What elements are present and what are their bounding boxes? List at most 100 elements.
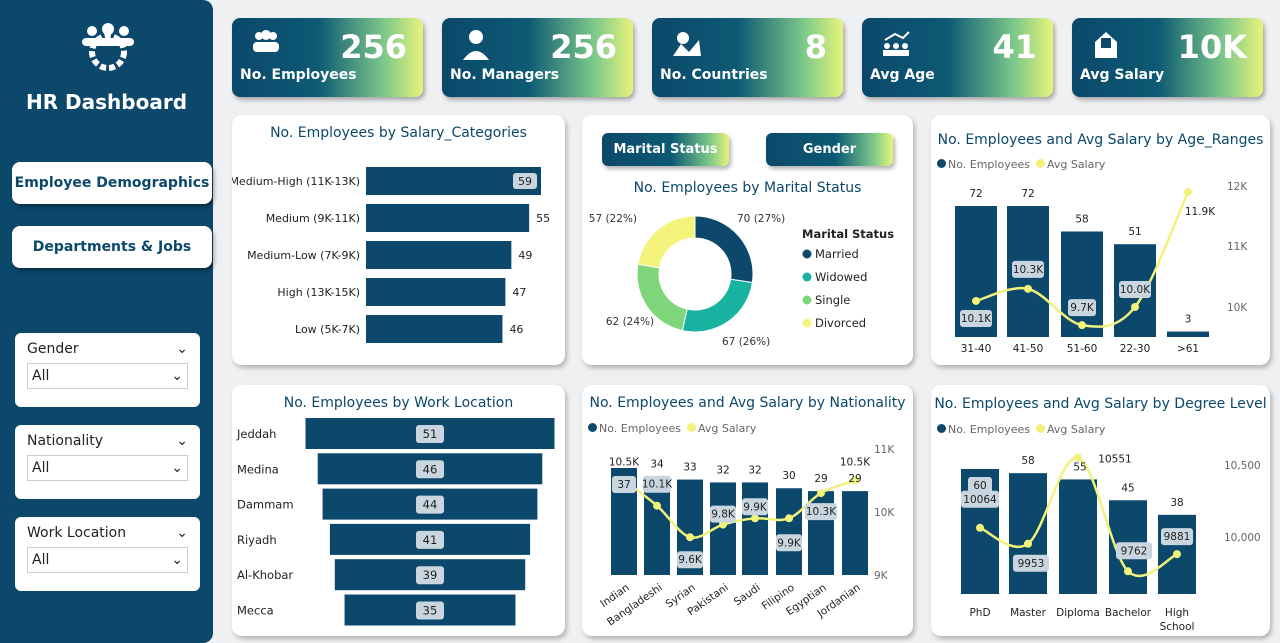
degree-level-chart: No. Employees and Avg Salary by Degree L…: [931, 385, 1270, 636]
legend: No. Employees Avg Salary: [937, 423, 1105, 436]
bar: [842, 491, 868, 575]
kpi-value: 256: [340, 28, 407, 66]
salary-label: 10551: [1098, 454, 1131, 466]
salary-point: [1024, 284, 1032, 293]
data-label: 39: [423, 568, 438, 582]
employee-label: 72: [1021, 188, 1034, 200]
legend-employees: No. Employees: [948, 158, 1030, 171]
chevron-down-icon[interactable]: ⌄: [176, 525, 188, 541]
kpi-value: 10K: [1177, 28, 1247, 66]
employee-label: 45: [1121, 482, 1134, 494]
legend-salary: Avg Salary: [1046, 423, 1106, 436]
kpi-label: Avg Salary: [1080, 67, 1165, 83]
category-label: Medium-Low (7K-9K): [247, 249, 360, 262]
employee-label: 34: [650, 459, 664, 471]
salary-label: 9.7K: [1070, 302, 1095, 314]
team-gear-icon: [82, 23, 134, 71]
legend-salary: Avg Salary: [697, 422, 757, 435]
legend-employees: No. Employees: [948, 423, 1030, 436]
filter-dropdown[interactable]: All ⌄: [27, 363, 188, 389]
age-growth-icon: [883, 31, 910, 56]
filter-nationality[interactable]: Nationality ⌄ All ⌄: [15, 425, 200, 499]
data-label-bg: [416, 566, 444, 585]
employee-label: 30: [782, 470, 795, 482]
kpi-value: 256: [550, 28, 617, 66]
employee-label: 72: [969, 188, 982, 200]
legend-salary: Avg Salary: [1046, 158, 1106, 171]
salary-point: [1184, 188, 1192, 197]
legend-item: Divorced: [815, 316, 866, 330]
data-label-bg: [513, 173, 537, 189]
salary-point: [1074, 453, 1082, 462]
data-label: 55: [536, 212, 550, 225]
nav-departments-jobs[interactable]: Departments & Jobs: [12, 226, 212, 268]
chevron-down-icon[interactable]: ⌄: [176, 341, 188, 357]
salary-label: 10.0K: [1120, 284, 1151, 296]
legend-dot: [802, 272, 812, 282]
category-label: Jeddah: [236, 427, 276, 441]
filter-dropdown[interactable]: All ⌄: [27, 547, 188, 573]
filter-label: Gender: [27, 341, 79, 357]
chart-title: No. Employees by Marital Status: [633, 180, 862, 196]
y-axis-tick: 12K: [1227, 181, 1248, 193]
category-label: Al-Khobar: [237, 568, 293, 582]
age-ranges-chart: No. Employees and Avg Salary by Age_Rang…: [931, 115, 1270, 365]
salary-label-bg: [1013, 554, 1049, 572]
kpi-label: Avg Age: [870, 67, 935, 83]
chart-title: No. Employees and Avg Salary by National…: [589, 395, 906, 411]
x-axis-label: >61: [1177, 343, 1199, 355]
salary-categories-chart: No. Employees by Salary_Categories Mediu…: [232, 115, 565, 365]
nav-employee-demographics[interactable]: Employee Demographics: [12, 162, 212, 204]
y-axis-tick: 10,000: [1224, 532, 1261, 544]
filter-value: All: [32, 552, 50, 568]
bar: [366, 278, 506, 306]
bar: [776, 488, 802, 575]
salary-label: 10.3K: [1013, 264, 1044, 276]
marital-status-chart: Marital Status Gender No. Employees by M…: [582, 115, 913, 365]
legend-dot: [802, 318, 812, 328]
filter-gender[interactable]: Gender ⌄ All ⌄: [15, 333, 200, 407]
category-label: Riyadh: [237, 533, 277, 547]
y-axis-tick: 10,500: [1224, 460, 1261, 472]
slice-label: 67 (26%): [722, 336, 770, 348]
employee-label: 51: [1128, 226, 1141, 238]
bar: [1059, 479, 1097, 594]
data-label: 49: [518, 249, 532, 262]
kpi-card: 256 No. Managers: [442, 18, 633, 97]
salary-label-bg: [805, 503, 837, 521]
kpi-card: 10K Avg Salary: [1072, 18, 1263, 97]
chevron-down-icon[interactable]: ⌄: [176, 433, 188, 449]
legend-dot: [802, 295, 812, 305]
bar: [366, 241, 512, 269]
map-pin-icon: [673, 32, 701, 56]
filter-dropdown[interactable]: All ⌄: [27, 455, 188, 481]
salary-label: 9.8K: [711, 509, 736, 521]
y-axis-tick: 9K: [874, 570, 889, 582]
employee-label-bg: [968, 477, 992, 494]
employee-label: 32: [716, 464, 729, 476]
filter-work-location[interactable]: Work Location ⌄ All ⌄: [15, 517, 200, 591]
people-icon: [253, 30, 279, 52]
employee-label-bg: [612, 476, 636, 493]
manager-icon: [463, 30, 489, 60]
legend-item: Married: [815, 247, 859, 261]
salary-point: [653, 501, 661, 510]
category-label: Dammam: [237, 498, 294, 512]
filter-label: Work Location: [27, 525, 127, 541]
salary-label-bg: [961, 490, 999, 508]
category-label: Medium (9K-11K): [266, 212, 360, 225]
salary-point: [1173, 550, 1181, 559]
x-axis-label-line: School: [1160, 621, 1195, 633]
salary-point: [1078, 321, 1086, 330]
kpi-label: No. Managers: [450, 67, 560, 83]
salary-label: 9.6K: [678, 554, 703, 566]
x-axis-label: 22-30: [1120, 343, 1151, 355]
toggle-gender[interactable]: Gender: [766, 133, 893, 166]
salary-label: 10.3K: [806, 506, 837, 518]
x-axis-label: Master: [1010, 607, 1047, 619]
toggle-marital-status[interactable]: Marital Status: [602, 133, 729, 166]
bar: [366, 167, 541, 195]
legend: No. Employees Avg Salary: [588, 422, 756, 435]
slice-label: 57 (22%): [589, 213, 637, 225]
x-axis-label: Bachelor: [1105, 607, 1152, 619]
